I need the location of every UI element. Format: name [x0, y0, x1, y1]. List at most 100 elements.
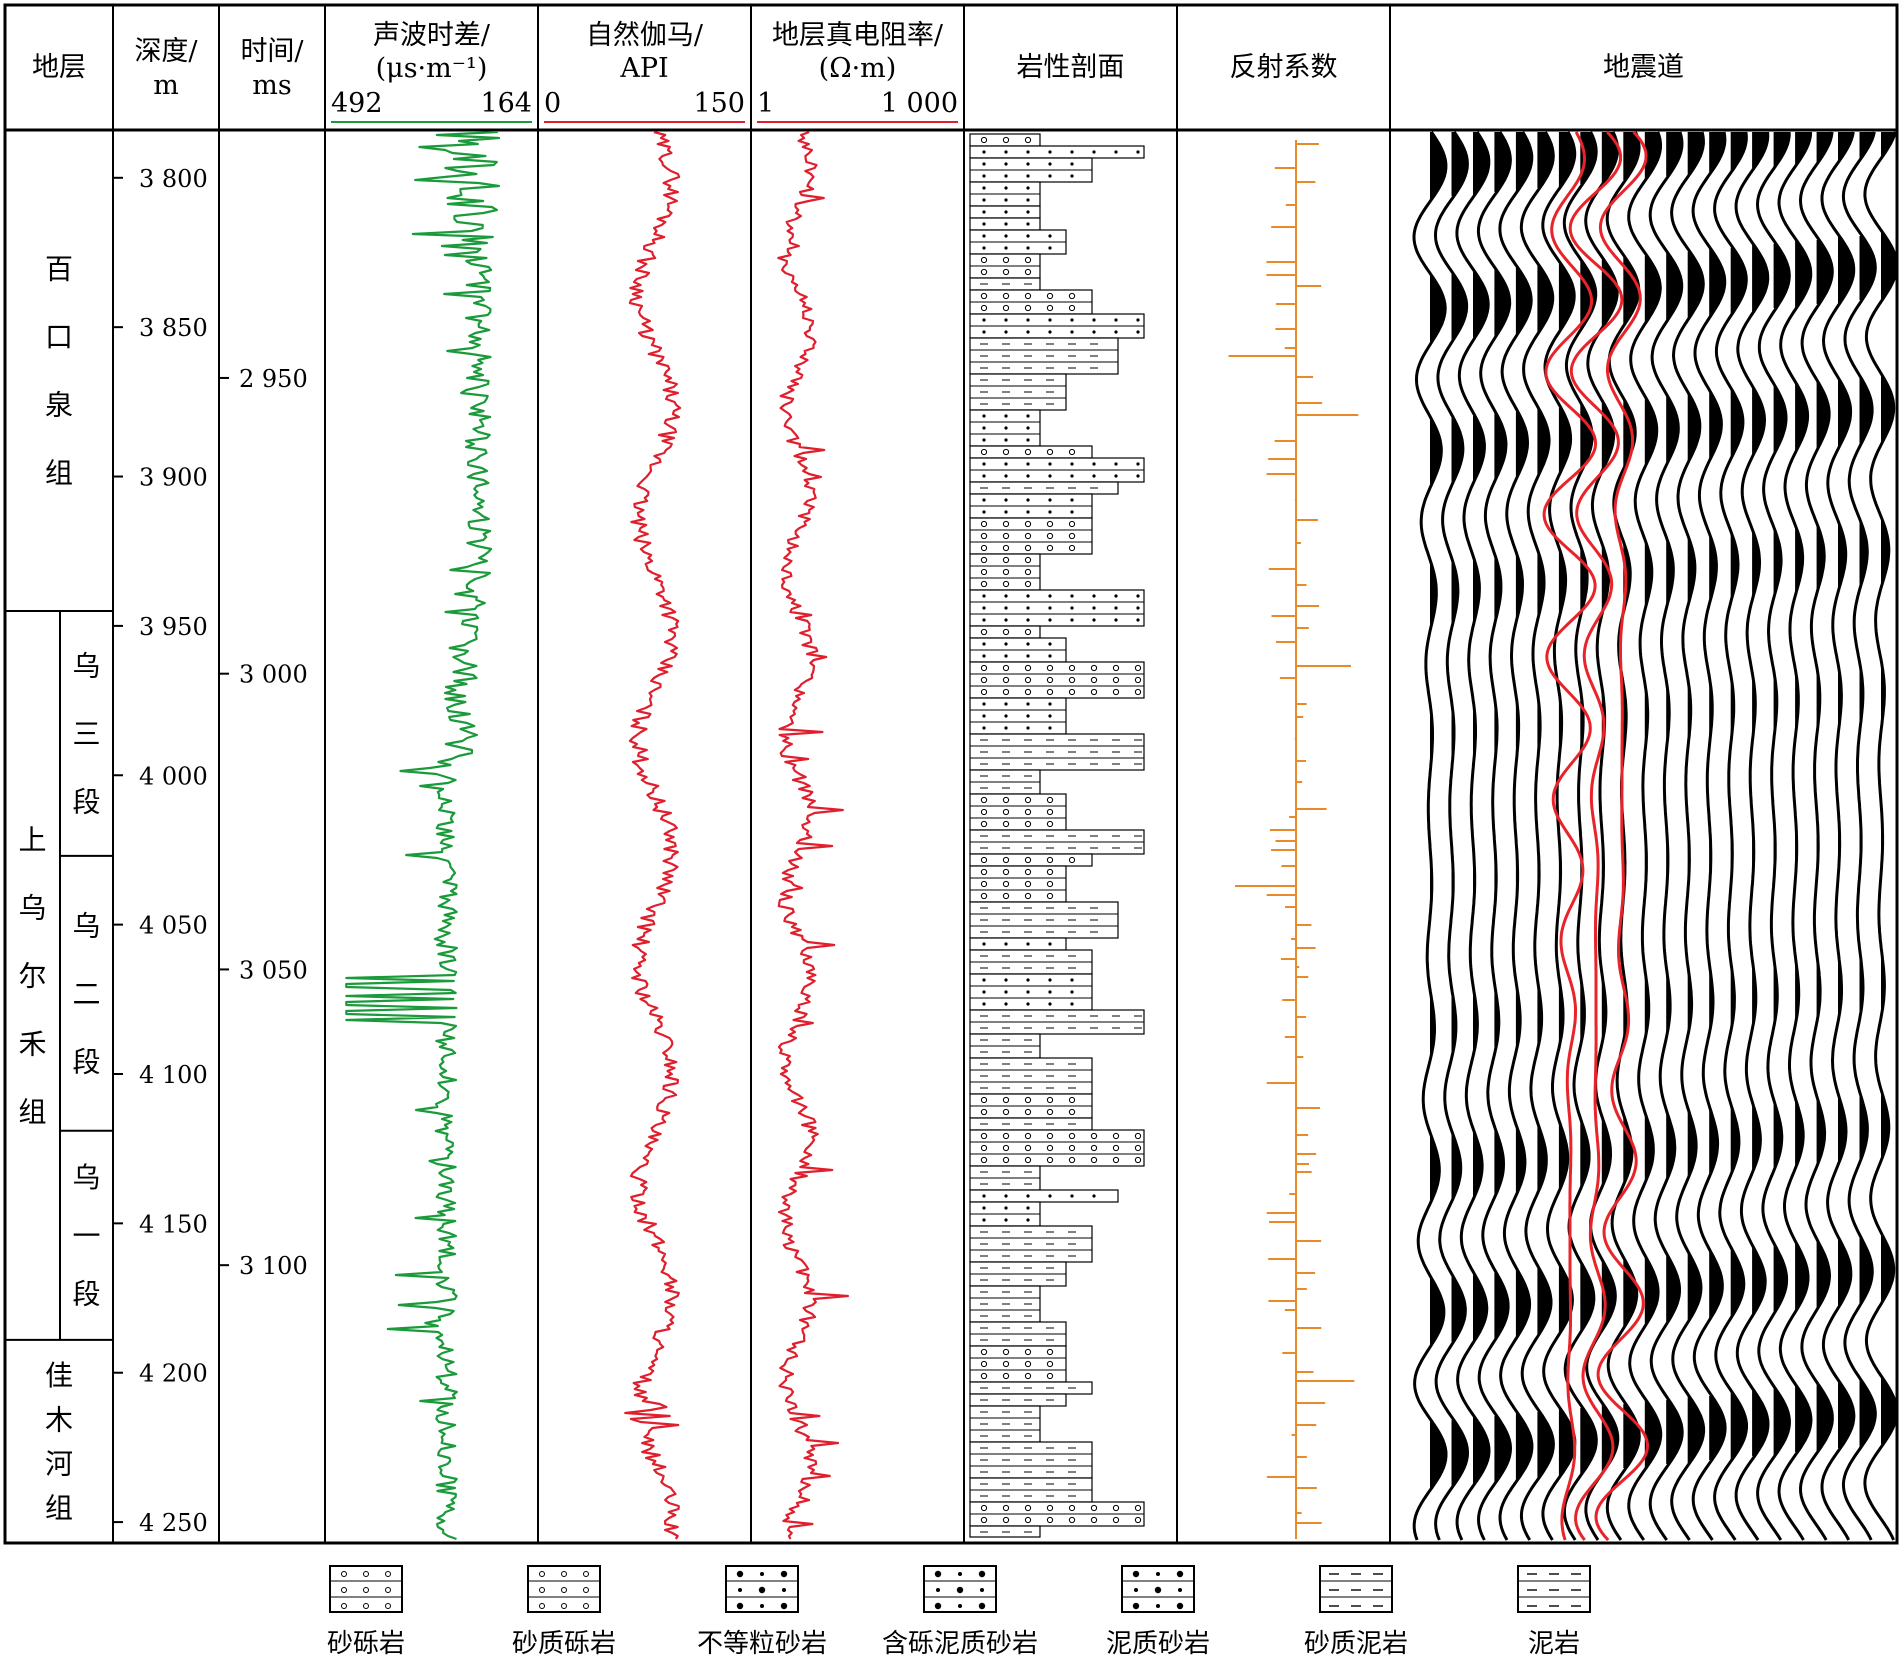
legend-mark [539, 1603, 545, 1609]
legend-mark [958, 1572, 962, 1576]
seismic-positive-lobe [1451, 272, 1467, 340]
gravel-mark [1024, 268, 1032, 276]
formation-label-char: 尔 [18, 959, 46, 992]
gravel-mark [1024, 856, 1032, 864]
sand-dot [982, 150, 986, 154]
formation-label-char: 口 [45, 320, 73, 353]
seismic-positive-lobe [1451, 1276, 1466, 1344]
gravel-mark [1046, 292, 1054, 300]
legend-mark [341, 1603, 347, 1609]
seismic-positive-lobe [1730, 1392, 1747, 1460]
legend-mark [583, 1603, 589, 1609]
gravel-mark [1002, 1372, 1010, 1380]
gravel-mark [1002, 520, 1010, 528]
seismic-positive-lobe [1838, 236, 1854, 304]
seismic-positive-lobe [1881, 232, 1897, 300]
seismic-trace [1519, 131, 1555, 1541]
seismic-trace-panel [1412, 130, 1899, 1542]
gravel-mark [1002, 568, 1010, 576]
gravel-mark [1068, 1144, 1076, 1152]
seismic-positive-lobe [1430, 132, 1446, 200]
gravel-mark [1002, 868, 1010, 876]
legend-mark [561, 1587, 567, 1593]
sand-dot [1026, 618, 1030, 622]
gravel-mark [1002, 676, 1010, 684]
lithology-bed [969, 625, 1041, 639]
gravel-mark [1112, 688, 1120, 696]
gravel-mark [1024, 868, 1032, 876]
seismic-positive-lobe [1859, 376, 1873, 444]
gravel-mark [1134, 1144, 1142, 1152]
gravel-mark [1002, 1360, 1010, 1368]
time-tick-label: 2 950 [239, 365, 308, 393]
gravel-mark [1024, 304, 1032, 312]
seismic-trace [1670, 131, 1706, 1541]
header-rt-title: 地层真电阻率/ [772, 20, 944, 51]
legend-mark [561, 1603, 567, 1609]
gravel-mark [1046, 1348, 1054, 1356]
gravel-mark [1024, 448, 1032, 456]
acoustic-log-track [345, 130, 501, 1541]
sand-dot [1004, 1002, 1008, 1006]
gravel-mark [980, 1516, 988, 1524]
sand-dot [1026, 150, 1030, 154]
header-rt-unit: (Ω·m) [819, 53, 897, 84]
formation-label-char: 组 [18, 1095, 46, 1128]
header-ac-scale-min: 492 [331, 88, 383, 119]
seismic-positive-lobe [1816, 380, 1830, 448]
seismic-positive-lobe [1709, 248, 1725, 316]
sand-dot [982, 702, 986, 706]
legend-item: 泥质砂岩 [1106, 1565, 1210, 1659]
gravel-mark [1002, 892, 1010, 900]
sand-dot [982, 474, 986, 478]
sand-dot [1004, 462, 1008, 466]
legend-mark [1154, 1586, 1162, 1594]
legend-label: 含砾泥质砂岩 [882, 1629, 1038, 1659]
sand-dot [1092, 330, 1096, 334]
sand-dot [1004, 654, 1008, 658]
gravel-mark [1068, 544, 1076, 552]
sand-dot [1026, 594, 1030, 598]
sand-dot [1004, 426, 1008, 430]
gravel-mark [980, 292, 988, 300]
chart-frame [3, 3, 1899, 1545]
sand-dot [1070, 1194, 1074, 1198]
gravel-mark [1002, 1348, 1010, 1356]
legend-mark [738, 1588, 742, 1592]
gravel-mark [1046, 1132, 1054, 1140]
gravel-mark [1046, 856, 1054, 864]
seismic-positive-lobe [1580, 132, 1597, 184]
header-depth-unit: m [153, 70, 179, 101]
gravel-mark [1002, 268, 1010, 276]
sand-dot [1004, 990, 1008, 994]
header-gr-scale-min: 0 [544, 88, 561, 119]
gravel-mark [1068, 1108, 1076, 1116]
sand-dot [982, 594, 986, 598]
gravel-mark [1024, 532, 1032, 540]
gravel-mark [1002, 628, 1010, 636]
gravel-mark [980, 880, 988, 888]
gravel-mark [1046, 1360, 1054, 1368]
sand-dot [1136, 462, 1140, 466]
seismic-positive-lobe [1473, 556, 1480, 624]
gravel-mark [1024, 664, 1032, 672]
sand-dot [1048, 1194, 1052, 1198]
depth-tick-label: 3 900 [139, 464, 208, 492]
sand-dot [1004, 1206, 1008, 1210]
gravel-mark [1068, 520, 1076, 528]
sand-dot [1114, 618, 1118, 622]
sand-dot [982, 618, 986, 622]
gravel-mark [1068, 1132, 1076, 1140]
gravel-mark [1002, 448, 1010, 456]
gravel-mark [980, 892, 988, 900]
gravel-mark [1046, 532, 1054, 540]
gravel-mark [1068, 304, 1076, 312]
depth-tick-label: 4 150 [139, 1210, 208, 1238]
chart-border [3, 3, 1899, 1545]
seismic-positive-lobe [1752, 1248, 1766, 1316]
gravel-mark [980, 520, 988, 528]
lithology-bed [969, 793, 1067, 831]
gravel-mark [1024, 1516, 1032, 1524]
gravel-mark [1024, 136, 1032, 144]
